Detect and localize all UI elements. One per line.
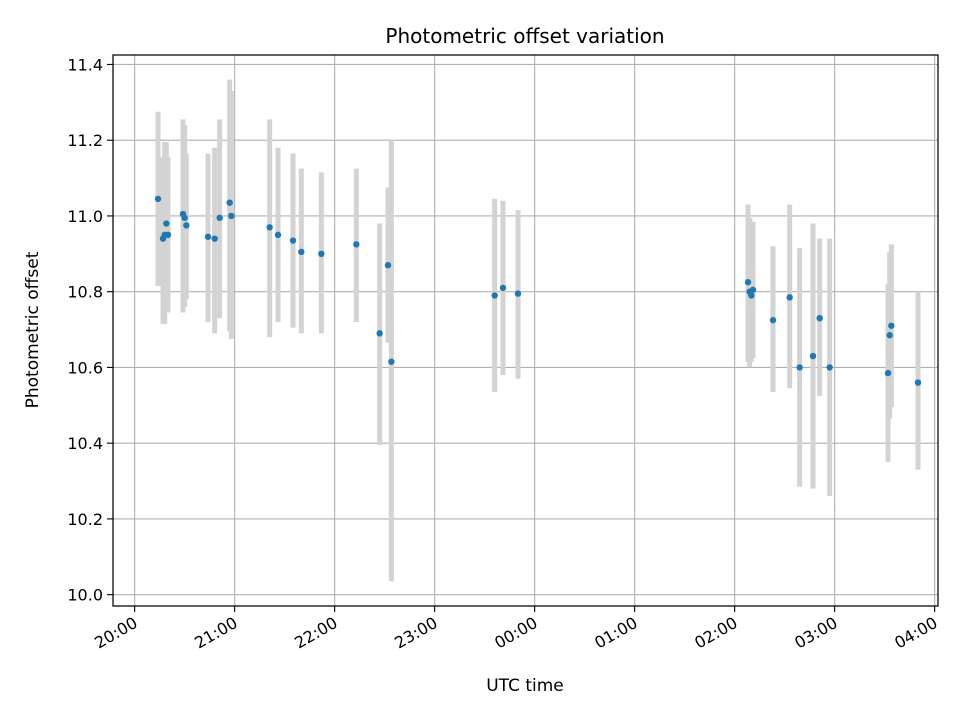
y-axis-label: Photometric offset bbox=[23, 251, 43, 408]
data-point bbox=[749, 286, 757, 293]
y-axis-ticks: 10.0 10.2 10.4 10.6 10.8 11.0 11.2 11.4 bbox=[67, 55, 113, 605]
data-point bbox=[384, 261, 392, 269]
data-point bbox=[888, 322, 895, 329]
data-point bbox=[274, 231, 282, 239]
y-tick-label: 11.0 bbox=[67, 207, 103, 226]
x-tick-label: 00:00 bbox=[491, 613, 540, 653]
x-tick-label: 01:00 bbox=[591, 613, 640, 653]
data-point bbox=[884, 369, 892, 377]
data-point bbox=[769, 316, 777, 324]
data-point bbox=[816, 314, 823, 322]
data-point bbox=[226, 199, 233, 206]
data-point bbox=[826, 364, 833, 371]
x-tick-label: 21:00 bbox=[191, 613, 240, 653]
data-point bbox=[204, 233, 212, 240]
data-point bbox=[353, 241, 360, 248]
y-tick-label: 10.0 bbox=[67, 586, 103, 605]
data-point bbox=[211, 235, 218, 242]
data-point bbox=[748, 292, 755, 299]
plot-frame bbox=[112, 54, 939, 607]
data-point bbox=[914, 379, 922, 386]
grid-layer bbox=[113, 55, 938, 606]
data-point bbox=[266, 224, 273, 231]
errorbar-layer bbox=[155, 79, 921, 582]
data-point bbox=[216, 214, 223, 222]
data-point bbox=[298, 248, 305, 256]
y-tick-label: 10.4 bbox=[67, 434, 103, 453]
data-point bbox=[228, 212, 235, 220]
x-tick-label: 02:00 bbox=[691, 613, 740, 653]
data-point bbox=[886, 332, 893, 339]
data-point bbox=[499, 284, 507, 292]
x-tick-label: 23:00 bbox=[391, 613, 440, 653]
x-tick-label: 03:00 bbox=[791, 613, 840, 653]
data-point bbox=[164, 231, 172, 239]
y-tick-label: 11.2 bbox=[67, 131, 103, 150]
x-axis-ticks: 20:00 21:00 22:00 23:00 00:00 01:00 02:00 03:00… bbox=[91, 606, 941, 653]
data-point bbox=[183, 222, 190, 229]
x-tick-label: 22:00 bbox=[291, 613, 340, 653]
y-tick-label: 10.2 bbox=[67, 510, 103, 529]
data-point bbox=[181, 214, 188, 222]
data-point bbox=[786, 294, 793, 301]
y-tick-label: 11.4 bbox=[67, 55, 103, 74]
chart-title: Photometric offset variation bbox=[385, 24, 664, 48]
x-tick-label: 04:00 bbox=[891, 613, 940, 653]
data-point bbox=[163, 220, 170, 227]
data-point bbox=[154, 195, 162, 203]
data-point bbox=[289, 237, 297, 244]
y-tick-label: 10.8 bbox=[67, 283, 103, 302]
data-point bbox=[376, 330, 383, 337]
data-point bbox=[744, 279, 752, 286]
x-axis-label: UTC time bbox=[486, 676, 564, 696]
x-tick-label: 20:00 bbox=[91, 613, 140, 653]
point-layer bbox=[154, 195, 922, 386]
data-point bbox=[514, 290, 522, 297]
data-point bbox=[809, 352, 817, 360]
data-point bbox=[388, 358, 395, 365]
data-point bbox=[491, 292, 498, 299]
data-point bbox=[796, 364, 803, 371]
y-tick-label: 10.6 bbox=[67, 358, 103, 377]
data-point bbox=[318, 250, 325, 258]
